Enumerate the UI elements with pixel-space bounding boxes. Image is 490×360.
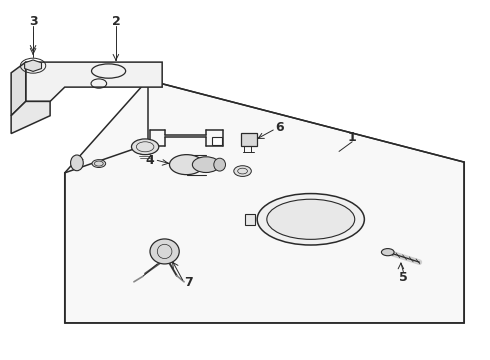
Ellipse shape — [257, 194, 365, 245]
Polygon shape — [26, 62, 162, 102]
Text: 1: 1 — [348, 131, 357, 144]
Bar — [212, 137, 221, 145]
Ellipse shape — [170, 155, 203, 175]
Ellipse shape — [267, 199, 355, 239]
Polygon shape — [11, 62, 26, 116]
Polygon shape — [65, 80, 464, 323]
Polygon shape — [11, 102, 50, 134]
Ellipse shape — [214, 158, 225, 171]
Text: 2: 2 — [112, 14, 120, 27]
Bar — [241, 133, 257, 146]
Ellipse shape — [92, 159, 106, 167]
Ellipse shape — [131, 139, 159, 155]
Ellipse shape — [381, 249, 394, 256]
Polygon shape — [245, 214, 255, 225]
Ellipse shape — [150, 239, 179, 264]
Text: 4: 4 — [146, 154, 154, 167]
Text: 5: 5 — [399, 271, 408, 284]
Text: 3: 3 — [29, 14, 37, 27]
Ellipse shape — [71, 155, 83, 171]
Text: 7: 7 — [185, 276, 194, 289]
Polygon shape — [24, 60, 42, 71]
Ellipse shape — [193, 157, 220, 172]
Ellipse shape — [234, 166, 251, 176]
Text: 6: 6 — [275, 121, 283, 134]
